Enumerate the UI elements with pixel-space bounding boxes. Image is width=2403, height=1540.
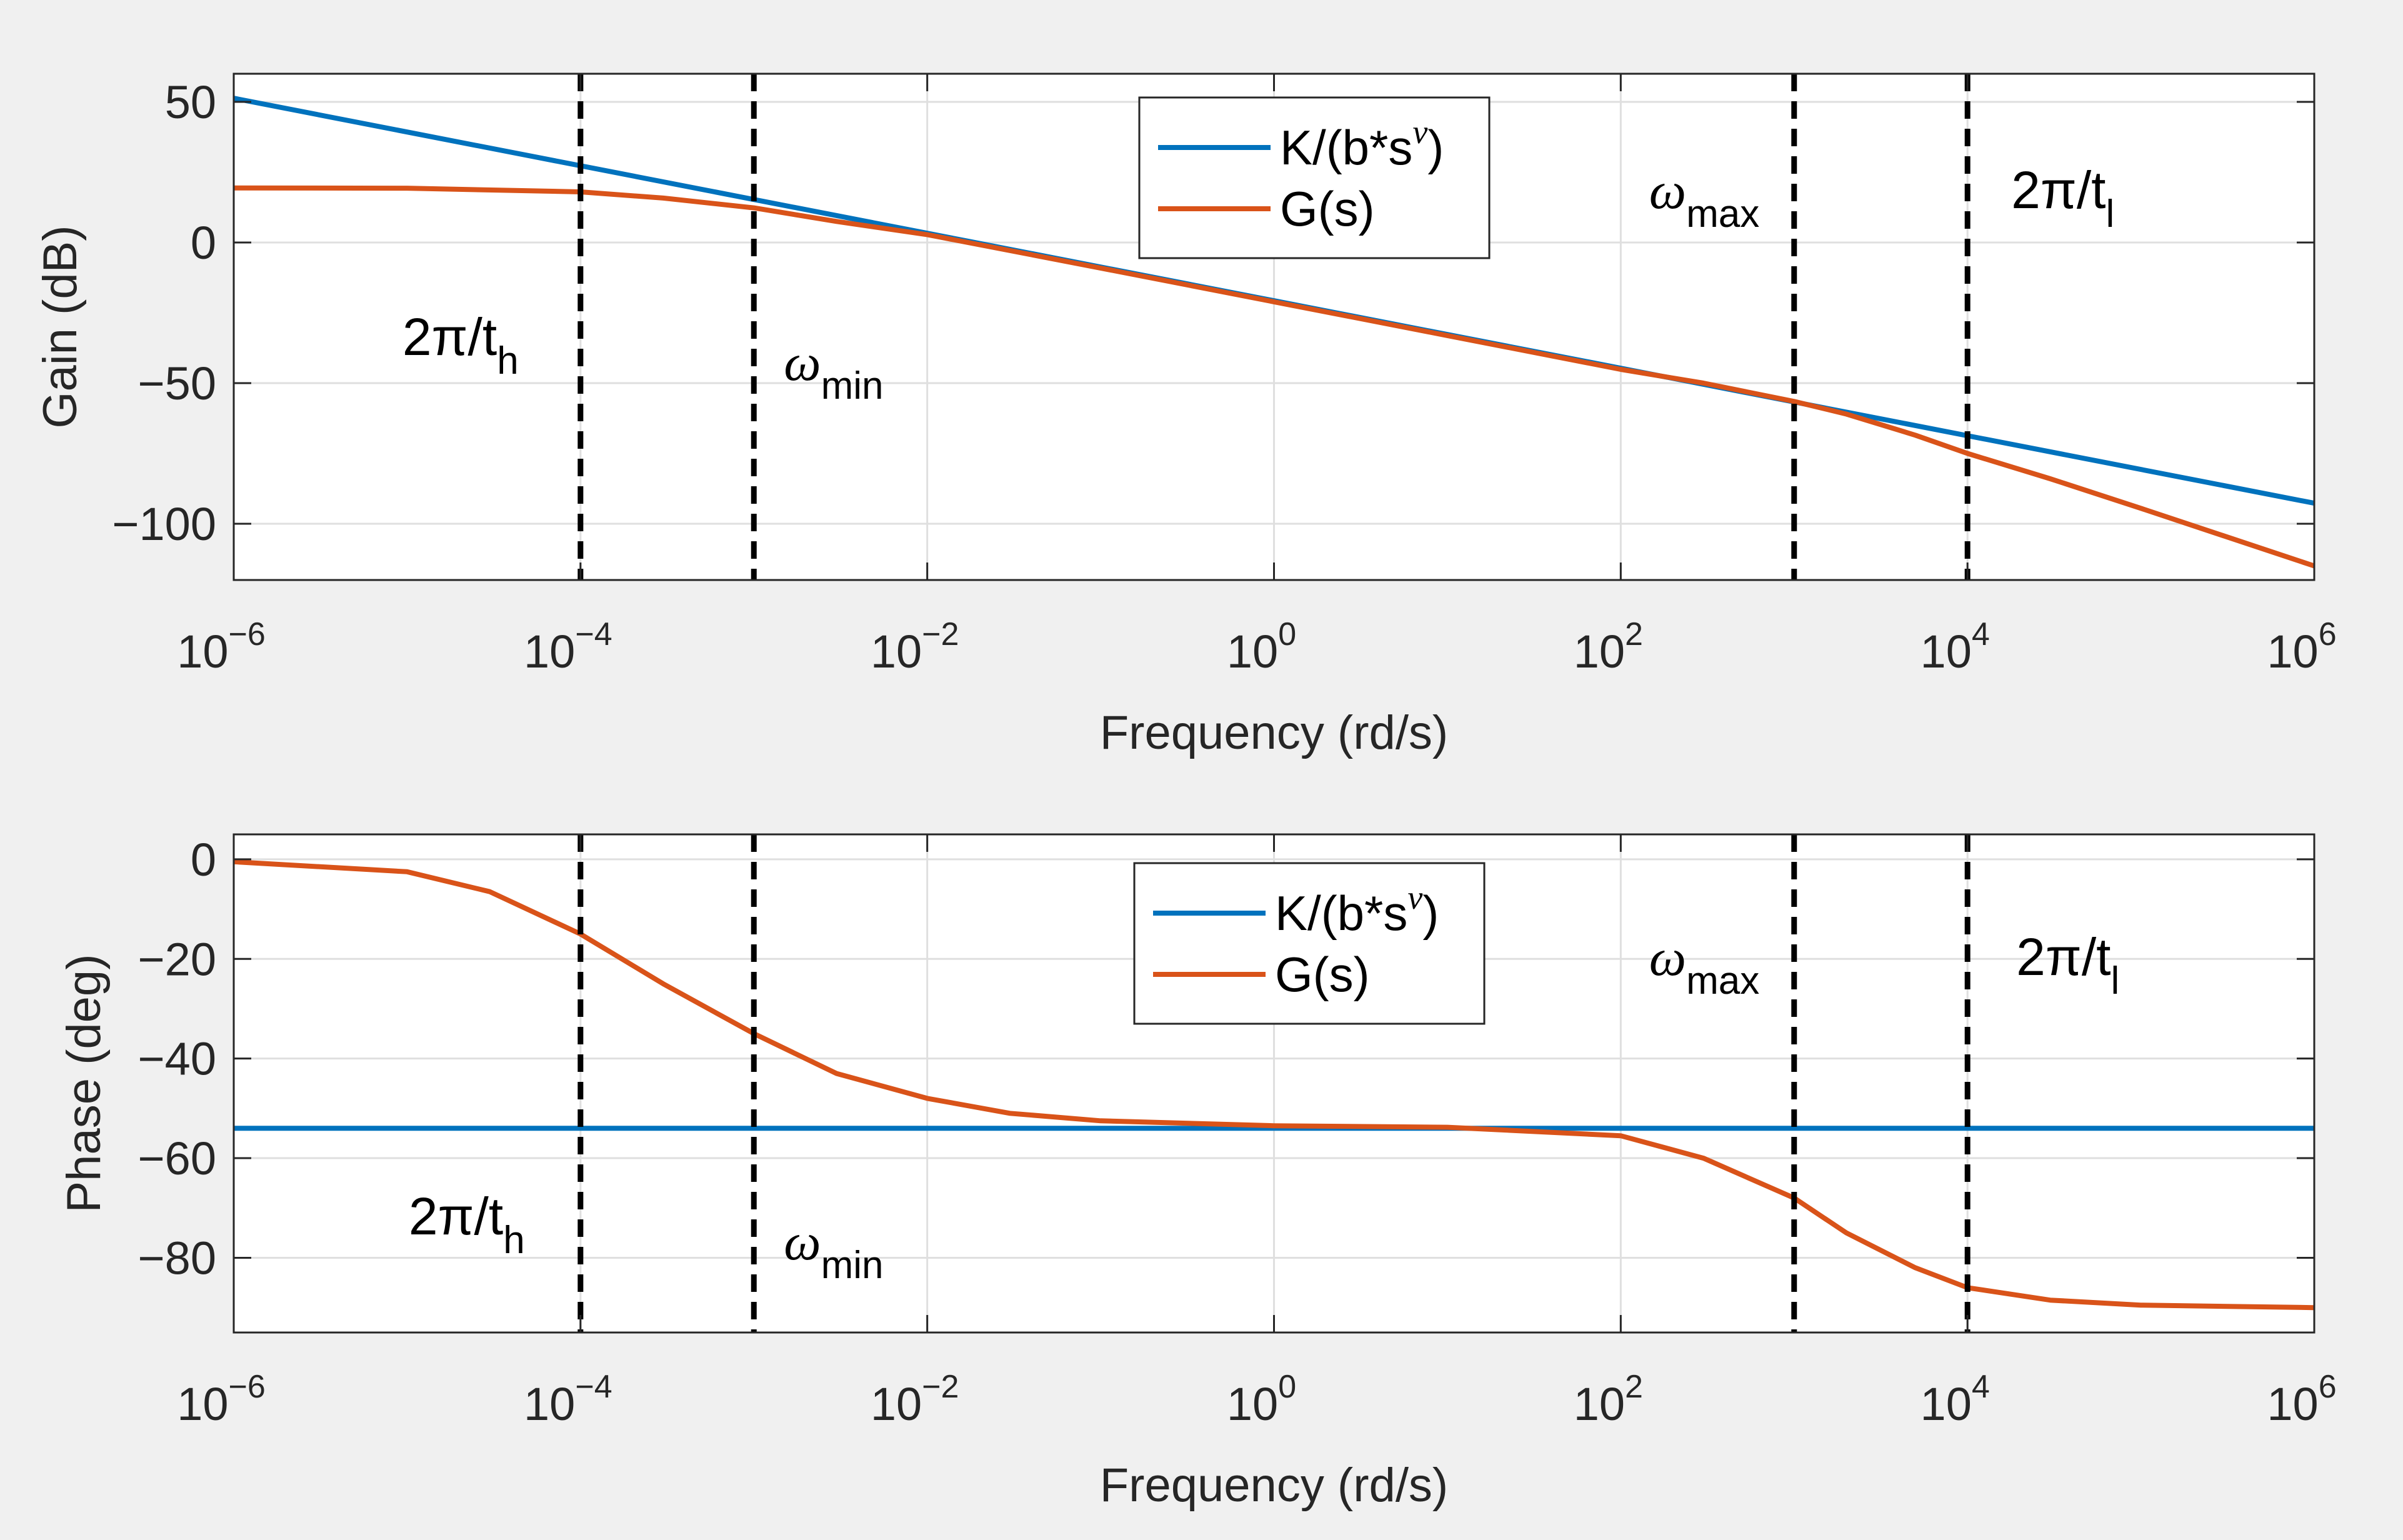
legend-label-text: K/(b*s [1280, 120, 1412, 175]
x-tick-label: 106 [2267, 616, 2336, 678]
y-tick-label: −100 [112, 498, 216, 550]
x-tick-exponent: −4 [575, 1369, 612, 1405]
annotation-main: ω [784, 334, 821, 392]
x-tick-base: 10 [524, 626, 575, 678]
x-axis-label: Frequency (rd/s) [1100, 706, 1449, 759]
x-tick-exponent: 6 [2319, 616, 2337, 652]
annotation-subscript: min [821, 1244, 884, 1287]
legend-box [1133, 862, 1486, 1025]
x-tick-exponent: −6 [229, 616, 266, 652]
x-tick-label: 106 [2267, 1369, 2336, 1430]
y-tick-label: −60 [137, 1132, 216, 1184]
annotation-main: ω [784, 1213, 821, 1271]
x-tick-exponent: 4 [1972, 616, 1990, 652]
y-tick-label: 0 [191, 834, 216, 886]
annotation-main: 2π/t [402, 308, 497, 366]
two-pi-over-t-annotation: 2π/th [402, 308, 519, 382]
y-axis-label: Phase (deg) [57, 954, 111, 1212]
annotation-main: ω [1649, 162, 1686, 220]
annotation-subscript: h [503, 1219, 524, 1262]
x-tick-label: 104 [1921, 1369, 1990, 1430]
y-tick-label: −40 [137, 1033, 216, 1085]
annotation-subscript: l [2111, 959, 2120, 1002]
x-tick-label: 10−6 [177, 616, 266, 678]
annotation-main: ω [1649, 929, 1686, 987]
annotation-subscript: h [497, 339, 518, 382]
x-tick-label: 100 [1227, 1369, 1296, 1430]
annotation-main: 2π/t [2011, 161, 2106, 219]
x-tick-exponent: 2 [1625, 616, 1643, 652]
x-tick-exponent: −6 [229, 1369, 266, 1405]
annotation-subscript: max [1686, 959, 1759, 1002]
legend-label: G(s) [1280, 181, 1375, 236]
x-tick-base: 10 [1227, 1378, 1278, 1430]
two-pi-over-t-annotation: 2π/th [409, 1187, 525, 1262]
y-tick-label: −20 [137, 933, 216, 985]
legend-label-superscript: ν [1412, 113, 1427, 151]
x-tick-base: 10 [177, 1378, 228, 1430]
x-tick-base: 10 [871, 626, 922, 678]
x-tick-base: 10 [871, 1378, 922, 1430]
legend-label: K/(b*sν) [1280, 113, 1444, 175]
legend-box [1138, 96, 1491, 259]
x-tick-base: 10 [2267, 1378, 2318, 1430]
x-tick-base: 10 [1921, 626, 1972, 678]
y-tick-label: −80 [137, 1232, 216, 1284]
legend-label-end: ) [1422, 886, 1439, 941]
annotation-subscript: min [821, 364, 884, 408]
x-tick-base: 10 [2267, 626, 2318, 678]
annotation-subscript: max [1686, 192, 1759, 236]
two-pi-over-t-annotation: 2π/tl [2011, 161, 2114, 236]
x-tick-exponent: 6 [2319, 1369, 2337, 1405]
legend-label-text: G(s) [1280, 181, 1375, 236]
omega-annotation: ωmax [1649, 162, 1759, 236]
legend-label-superscript: ν [1407, 879, 1422, 916]
x-tick-base: 10 [1574, 1378, 1625, 1430]
annotation-main: 2π/t [409, 1187, 503, 1246]
legend-label: G(s) [1275, 947, 1370, 1002]
x-tick-exponent: 2 [1625, 1369, 1643, 1405]
series-line-g-s [233, 185, 2316, 569]
x-tick-exponent: −2 [922, 1369, 959, 1405]
series-line-g-s [233, 859, 2315, 1311]
x-tick-base: 10 [1574, 626, 1625, 678]
x-tick-base: 10 [1227, 626, 1278, 678]
annotation-subscript: l [2106, 192, 2115, 236]
x-tick-exponent: 0 [1278, 1369, 1296, 1405]
legend-label-text: K/(b*s [1275, 886, 1407, 941]
x-tick-base: 10 [1921, 1378, 1972, 1430]
gain-plot: 10−6 10−4 10−2 100 102 104 106500−50−100Freque… [34, 72, 2337, 759]
omega-annotation: ωmin [784, 334, 883, 408]
x-tick-base: 10 [524, 1378, 575, 1430]
omega-annotation: ωmax [1649, 929, 1759, 1002]
x-tick-label: 100 [1227, 616, 1296, 678]
x-tick-exponent: −4 [575, 616, 612, 652]
x-tick-label: 10−2 [871, 1369, 959, 1430]
x-tick-base: 10 [177, 626, 228, 678]
y-tick-label: −50 [137, 358, 216, 409]
two-pi-over-t-annotation: 2π/tl [2016, 928, 2119, 1002]
annotation-main: 2π/t [2016, 928, 2111, 986]
phase-plot: 10−6 10−4 10−2 100 102 104 1060−20−40−60−80Fre… [57, 833, 2337, 1512]
x-tick-label: 102 [1574, 616, 1643, 678]
legend-label-end: ) [1427, 120, 1444, 175]
y-tick-label: 0 [191, 217, 216, 269]
x-tick-exponent: 4 [1972, 1369, 1990, 1405]
x-tick-label: 10−4 [524, 616, 612, 678]
y-tick-label: 50 [165, 76, 216, 128]
x-tick-exponent: −2 [922, 616, 959, 652]
x-tick-label: 10−4 [524, 1369, 612, 1430]
omega-annotation: ωmin [784, 1213, 883, 1287]
x-tick-exponent: 0 [1278, 616, 1296, 652]
x-axis-label: Frequency (rd/s) [1100, 1459, 1449, 1512]
legend-label-text: G(s) [1275, 947, 1370, 1002]
x-tick-label: 10−2 [871, 616, 959, 678]
x-tick-label: 102 [1574, 1369, 1643, 1430]
legend-label: K/(b*sν) [1275, 879, 1439, 941]
x-tick-label: 104 [1921, 616, 1990, 678]
x-tick-label: 10−6 [177, 1369, 266, 1430]
y-axis-label: Gain (dB) [34, 225, 87, 428]
